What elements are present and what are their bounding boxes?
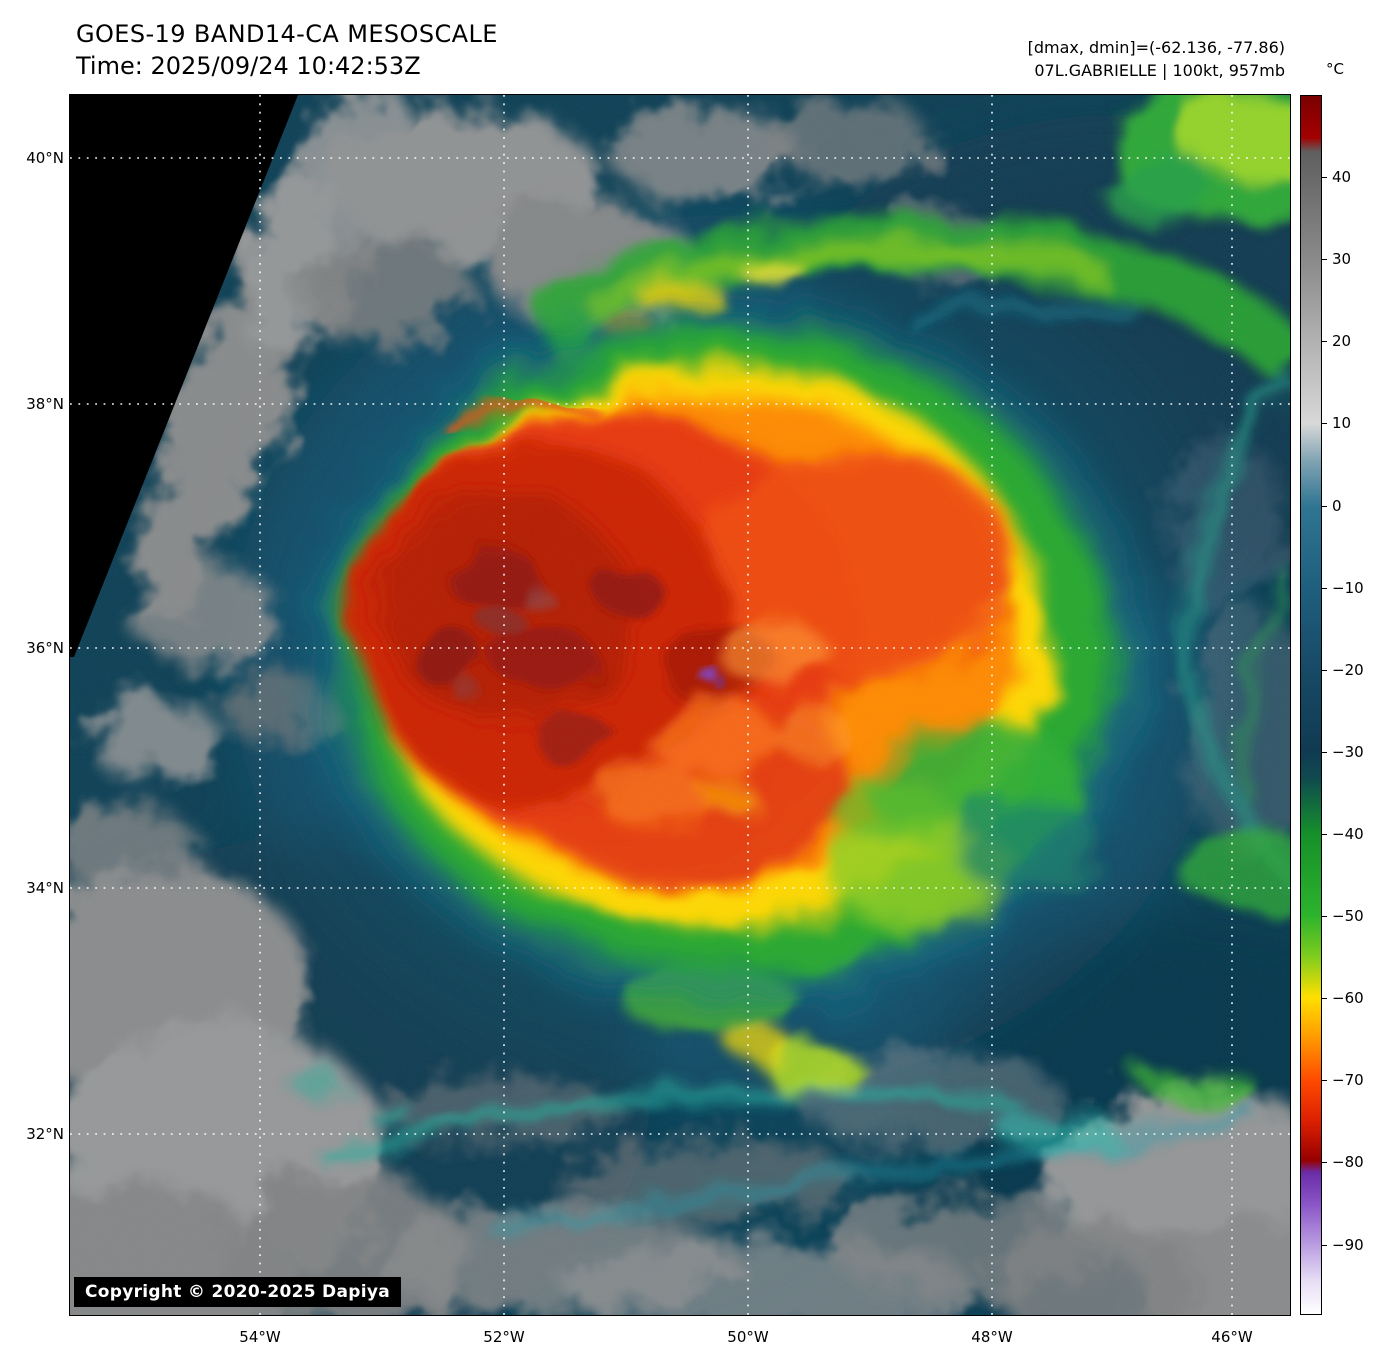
tick-mark <box>1322 669 1327 671</box>
noise-texture <box>70 95 1290 1315</box>
tick-mark <box>1322 915 1327 917</box>
colorbar-tick: 40 <box>1322 168 1351 186</box>
tick-mark <box>1322 997 1327 999</box>
colorbar-tick: 30 <box>1322 250 1351 268</box>
colorbar-gradient <box>1300 95 1322 1315</box>
satellite-map: Copyright © 2020-2025 Dapiya <box>0 75 1389 1359</box>
lon-label-50w: 50°W <box>727 1328 769 1346</box>
tick-mark <box>1322 422 1327 424</box>
colorbar-tick: −70 <box>1322 1071 1364 1089</box>
lat-label-32n: 32°N <box>26 1125 64 1143</box>
colorbar: 40 30 20 10 0 −10 −20 −30 −40 −50 −60 −7… <box>1300 95 1364 1315</box>
tick-mark <box>1322 1161 1327 1163</box>
colorbar-tick: −90 <box>1322 1236 1364 1254</box>
lat-label-34n: 34°N <box>26 879 64 897</box>
product-time: Time: 2025/09/24 10:42:53Z <box>76 52 421 81</box>
dmax-dmin-readout: [dmax, dmin]=(-62.136, -77.86) <box>1027 38 1285 57</box>
product-header: GOES-19 BAND14-CA MESOSCALE Time: 2025/0… <box>76 18 498 83</box>
lon-label-48w: 48°W <box>971 1328 1013 1346</box>
storm-info: 07L.GABRIELLE | 100kt, 957mb <box>1034 61 1285 81</box>
product-title: GOES-19 BAND14-CA MESOSCALE <box>76 20 498 48</box>
colorbar-tick: 0 <box>1322 497 1342 515</box>
lat-label-38n: 38°N <box>26 395 64 413</box>
tick-mark <box>1322 751 1327 753</box>
tick-mark <box>1322 176 1327 178</box>
colorbar-tick: −50 <box>1322 907 1364 925</box>
no-data-wedge <box>70 95 298 657</box>
copyright-badge: Copyright © 2020-2025 Dapiya <box>74 1277 401 1307</box>
storm-annotations: [dmax, dmin]=(-62.136, -77.86) 07L.GABRI… <box>1028 36 1285 82</box>
colorbar-tick: 20 <box>1322 332 1351 350</box>
latlon-grid <box>70 95 1290 1315</box>
tick-mark <box>1322 340 1327 342</box>
colorbar-tick: −60 <box>1322 989 1364 1007</box>
colorbar-tick: −80 <box>1322 1153 1364 1171</box>
colorbar-tick: −20 <box>1322 661 1364 679</box>
lon-label-52w: 52°W <box>483 1328 525 1346</box>
tick-mark <box>1322 833 1327 835</box>
colorbar-unit-label: °C <box>1326 60 1344 78</box>
colorbar-tick: −40 <box>1322 825 1364 843</box>
lat-label-36n: 36°N <box>26 639 64 657</box>
tick-mark <box>1322 1079 1327 1081</box>
lat-label-40n: 40°N <box>26 149 64 167</box>
colorbar-tick: −30 <box>1322 743 1364 761</box>
tick-mark <box>1322 505 1327 507</box>
lon-label-46w: 46°W <box>1211 1328 1253 1346</box>
lon-label-54w: 54°W <box>239 1328 281 1346</box>
colorbar-tick: 10 <box>1322 414 1351 432</box>
tick-mark <box>1322 587 1327 589</box>
tick-mark <box>1322 1244 1327 1246</box>
tick-mark <box>1322 258 1327 260</box>
ir-imagery <box>0 75 1389 1359</box>
colorbar-tick: −10 <box>1322 579 1364 597</box>
